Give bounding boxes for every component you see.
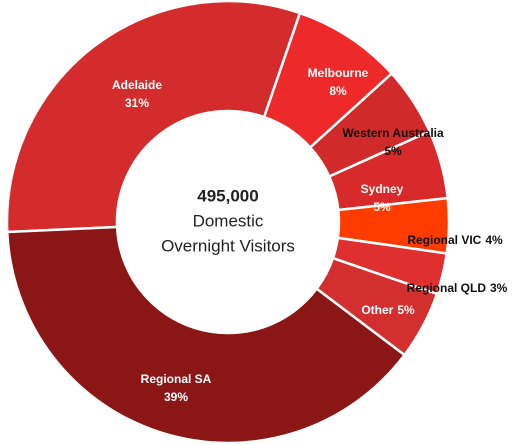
slice-label: Regional QLD	[407, 281, 487, 295]
slice-value: 5%	[373, 200, 391, 214]
slice-value: 5%	[397, 303, 415, 317]
slice-label-group: Regional QLD 3%	[407, 281, 508, 295]
center-line: Domestic	[193, 211, 264, 230]
slice-label: Regional SA	[141, 372, 212, 386]
slice-value: 8%	[329, 84, 347, 98]
slice-label: Regional VIC	[407, 233, 481, 247]
slice-value: 39%	[164, 390, 188, 404]
slice-label: Other	[361, 303, 393, 317]
slice-label-group: Other 5%	[361, 303, 415, 317]
slice-value: 31%	[125, 96, 149, 110]
slice-label: Western Australia	[342, 126, 444, 140]
slice-label-group: Regional VIC 4%	[407, 233, 503, 247]
labels: Adelaide 31% Melbourne 8% Western Australia 5…	[112, 66, 508, 404]
slice-label: Sydney	[361, 182, 404, 196]
slice-value: 4%	[485, 233, 503, 247]
slice-label: Adelaide	[112, 78, 162, 92]
slice-label: Melbourne	[308, 66, 369, 80]
center-line: Overnight Visitors	[161, 236, 295, 255]
slice-value: 5%	[384, 144, 402, 158]
center-total: 495,000	[197, 186, 258, 205]
slice	[5, 225, 407, 445]
slice	[5, 0, 302, 234]
slices	[5, 0, 451, 445]
slice-value: 3%	[490, 281, 508, 295]
